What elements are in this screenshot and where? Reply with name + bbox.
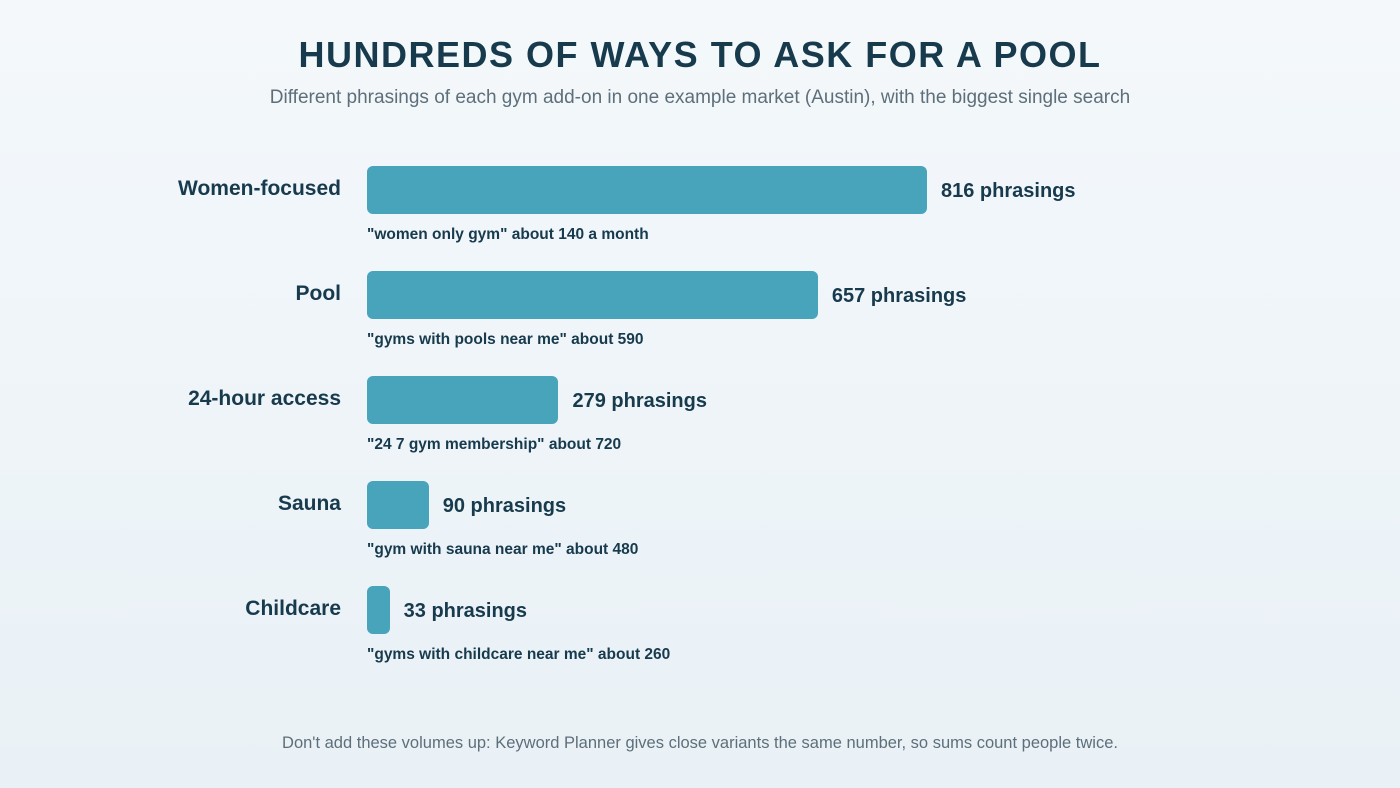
top-search-note-childcare: "gyms with childcare near me" about 260 xyxy=(367,646,671,663)
category-label-childcare: Childcare xyxy=(245,597,341,620)
category-label-pool: Pool xyxy=(295,282,342,305)
value-label-sauna: 90 phrasings xyxy=(442,495,567,517)
footnote: Don't add these volumes up: Keyword Plan… xyxy=(282,734,1118,752)
value-label-women-focused: 816 phrasings xyxy=(941,180,1076,202)
bar-24-hour-access xyxy=(367,376,559,424)
category-label-24-hour-access: 24-hour access xyxy=(188,387,341,410)
top-search-note-sauna: "gym with sauna near me" about 480 xyxy=(367,541,639,558)
chart-title: HUNDREDS OF WAYS TO ASK FOR A POOL xyxy=(298,34,1102,75)
bar-women-focused xyxy=(367,166,927,214)
top-search-note-pool: "gyms with pools near me" about 590 xyxy=(367,331,644,348)
bar-pool xyxy=(367,271,818,319)
category-label-women-focused: Women-focused xyxy=(178,177,341,200)
value-label-pool: 657 phrasings xyxy=(831,285,967,307)
category-label-sauna: Sauna xyxy=(277,492,341,515)
bar-childcare xyxy=(367,586,390,634)
value-label-childcare: 33 phrasings xyxy=(403,600,528,622)
value-label-24-hour-access: 279 phrasings xyxy=(572,390,707,412)
chart-subtitle: Different phrasings of each gym add-on i… xyxy=(269,87,1131,108)
top-search-note-women-focused: "women only gym" about 140 a month xyxy=(367,226,649,243)
bar-sauna xyxy=(367,481,429,529)
top-search-note-24-hour-access: "24 7 gym membership" about 720 xyxy=(367,436,622,453)
